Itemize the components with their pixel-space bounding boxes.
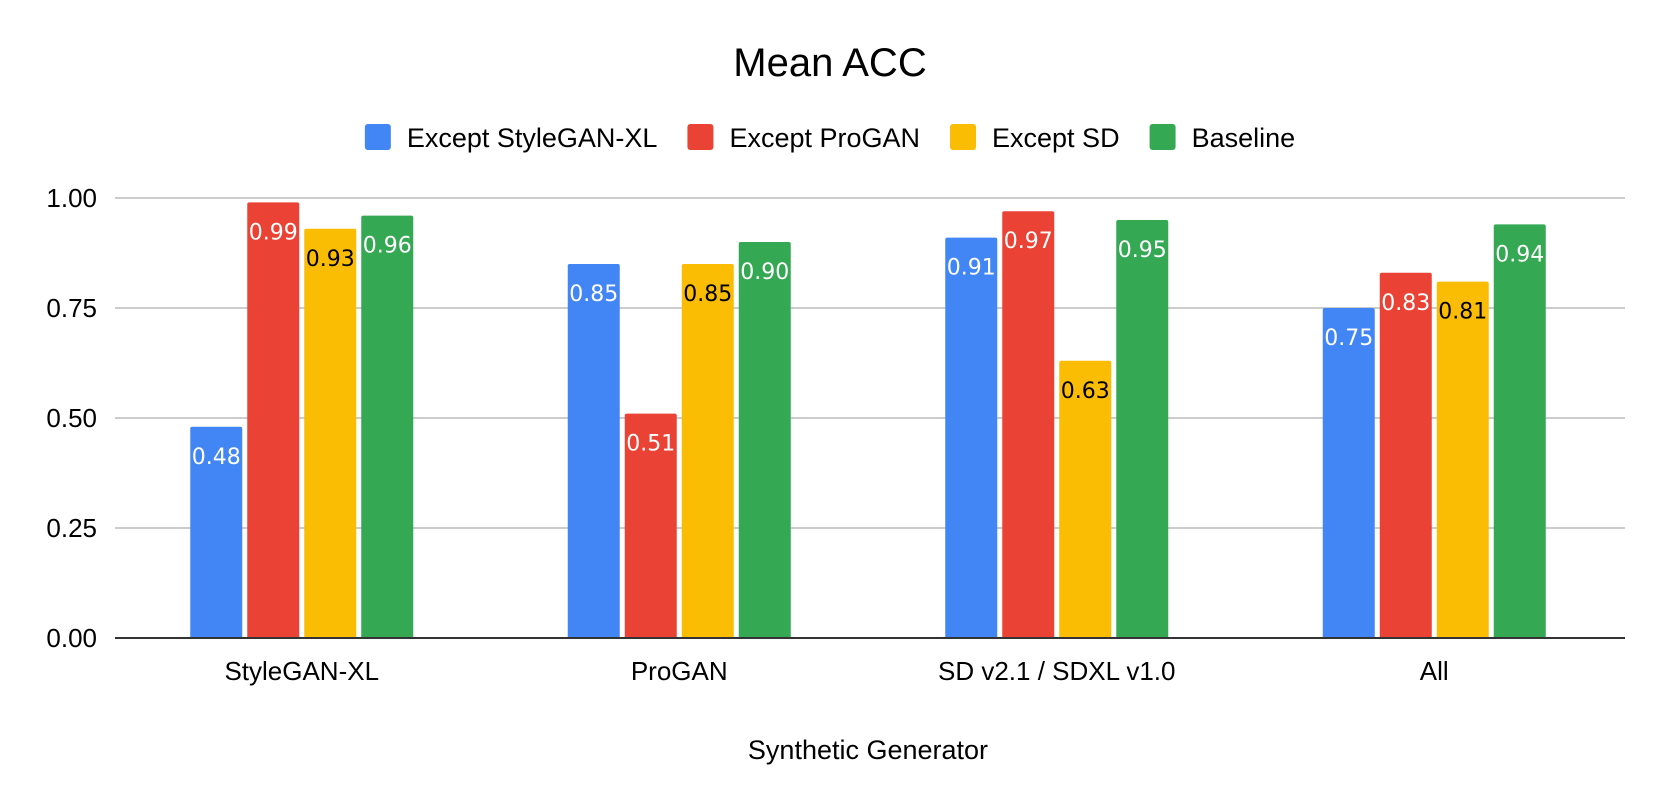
bars (190, 202, 1546, 639)
legend-label: Except ProGAN (729, 123, 920, 153)
bar (1002, 211, 1055, 638)
legend-item: Baseline (1149, 123, 1296, 153)
x-axis-title: Synthetic Generator (748, 735, 988, 765)
data-label: 0.91 (947, 256, 996, 281)
data-label: 0.90 (740, 260, 789, 285)
bar (1436, 281, 1489, 638)
legend-label: Except SD (992, 123, 1120, 153)
legend-swatch (1149, 124, 1176, 150)
data-label: 0.93 (306, 247, 355, 272)
legend-swatch (364, 124, 391, 150)
y-tick-label: 0.75 (46, 293, 97, 323)
bar (1322, 308, 1375, 638)
data-label: 0.85 (683, 282, 732, 307)
bar (738, 242, 791, 638)
data-label: 0.75 (1324, 326, 1373, 351)
data-label: 0.81 (1438, 300, 1487, 325)
y-axis-tick-labels: 0.00 0.25 0.50 0.75 1.00 (46, 183, 97, 653)
data-label: 0.97 (1004, 229, 1053, 254)
bar (1116, 220, 1169, 638)
data-label: 0.63 (1061, 379, 1110, 404)
legend-label: Baseline (1192, 123, 1296, 153)
bar (1493, 224, 1546, 638)
bar (190, 426, 243, 638)
y-tick-label: 0.00 (46, 623, 97, 653)
data-label: 0.51 (626, 432, 675, 457)
data-labels: 0.48 0.85 0.91 0.75 0.99 0.51 0.97 0.83 0.93 0.85… (189, 218, 1546, 472)
chart-title: Mean ACC (733, 41, 926, 85)
data-label: 0.96 (363, 234, 412, 259)
data-label: 0.99 (249, 220, 298, 245)
bar (361, 215, 414, 638)
legend-item: Except ProGAN (687, 123, 920, 153)
legend-label: Except StyleGAN-XL (407, 123, 658, 153)
bar (1379, 272, 1432, 638)
bar (304, 228, 357, 639)
bar (1059, 360, 1112, 638)
legend: Except StyleGAN-XL Except ProGAN Except SD… (364, 123, 1296, 153)
bar (624, 413, 677, 638)
x-tick-label: SD v2.1 / SDXL v1.0 (938, 656, 1175, 686)
data-label: 0.95 (1118, 238, 1167, 263)
y-tick-label: 1.00 (46, 183, 97, 213)
data-label: 0.94 (1495, 242, 1544, 267)
data-label: 0.48 (192, 445, 241, 470)
legend-swatch (687, 124, 714, 150)
legend-swatch (950, 124, 977, 150)
data-label: 0.85 (569, 282, 618, 307)
bar (567, 264, 620, 638)
bar (681, 264, 734, 638)
x-axis-tick-labels: StyleGAN-XL ProGAN SD v2.1 / SDXL v1.0 All (224, 656, 1448, 686)
bar (247, 202, 300, 638)
data-label: 0.83 (1381, 291, 1430, 316)
x-tick-label: ProGAN (631, 656, 728, 686)
legend-item: Except StyleGAN-XL (364, 123, 658, 153)
y-tick-label: 0.25 (46, 513, 97, 543)
legend-item: Except SD (950, 123, 1120, 153)
x-tick-label: StyleGAN-XL (224, 656, 379, 686)
y-tick-label: 0.50 (46, 403, 97, 433)
x-tick-label: All (1420, 656, 1449, 686)
bar (945, 237, 998, 638)
